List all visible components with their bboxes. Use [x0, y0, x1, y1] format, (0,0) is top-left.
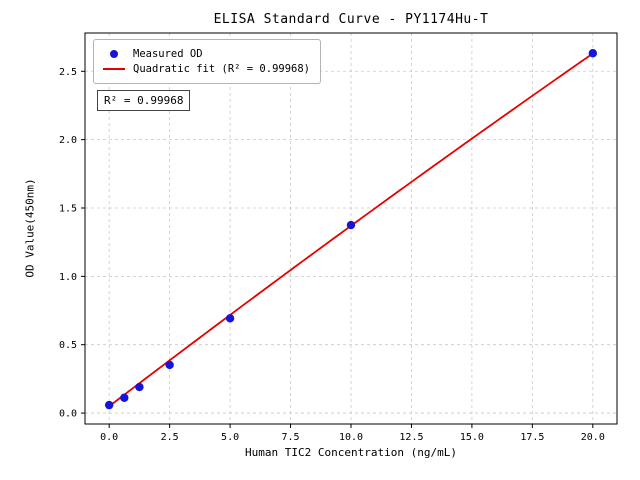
measured-od-marker-icon	[110, 50, 118, 59]
x-tick-label: 20.0	[581, 432, 605, 443]
legend-marker-cell	[102, 50, 126, 59]
x-tick-label: 12.5	[399, 432, 423, 443]
y-tick-label: 2.0	[59, 135, 77, 146]
scatter-point	[104, 400, 114, 410]
scatter-point	[346, 220, 356, 230]
x-axis-label: Human TIC2 Concentration (ng/mL)	[245, 446, 457, 459]
legend-marker-cell	[102, 67, 126, 70]
scatter-point	[165, 360, 174, 370]
x-tick-label: 5.0	[221, 432, 239, 443]
r-squared-annotation: R² = 0.99968	[97, 90, 191, 111]
scatter-point	[225, 314, 235, 323]
y-tick-label: 0.0	[59, 409, 77, 420]
x-tick-label: 15.0	[460, 432, 484, 443]
legend-fit-label: Quadratic fit (R² = 0.99968)	[133, 62, 311, 75]
legend-item-measured: Measured OD	[102, 49, 310, 60]
x-tick-label: 7.5	[282, 432, 300, 443]
y-tick-label: 2.5	[59, 67, 77, 78]
x-tick-label: 2.5	[161, 432, 179, 443]
fit-line-marker-icon	[103, 67, 125, 70]
y-tick-label: 1.5	[59, 203, 77, 214]
axes-border	[84, 32, 618, 425]
y-tick-label: 0.5	[59, 340, 77, 351]
scatter-point	[120, 393, 129, 402]
x-tick-label: 10.0	[339, 432, 363, 443]
x-tick-label: 0.0	[100, 432, 118, 443]
x-tick-label: 17.5	[520, 432, 544, 443]
scatter-point	[588, 49, 598, 58]
scatter-point	[135, 382, 144, 392]
legend: Measured OD Quadratic fit (R² = 0.99968)	[93, 39, 322, 84]
legend-item-fit: Quadratic fit (R² = 0.99968)	[102, 62, 311, 75]
y-tick-label: 1.0	[59, 272, 77, 283]
legend-measured-label: Measured OD	[133, 48, 203, 60]
y-axis-label: OD Value(450nm)	[23, 178, 37, 278]
chart-title: ELISA Standard Curve - PY1174Hu-T	[213, 12, 489, 27]
